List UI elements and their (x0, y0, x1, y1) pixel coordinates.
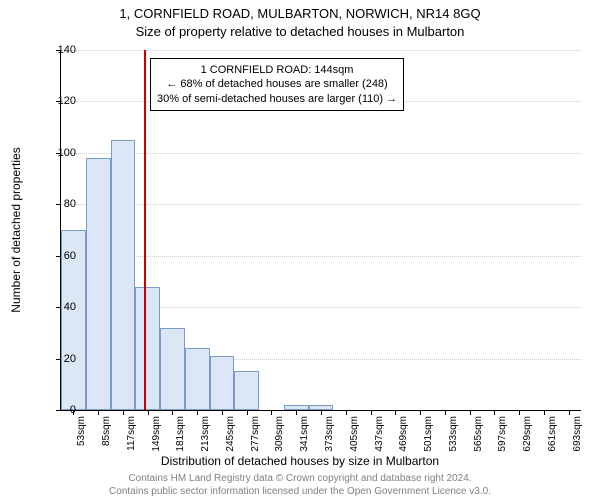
y-axis-label: Number of detached properties (9, 147, 23, 312)
property-marker-line (144, 50, 146, 410)
xtick-label: 213sqm (200, 416, 211, 452)
gridline (61, 50, 581, 51)
xtick-label: 405sqm (349, 416, 360, 452)
xtick-label: 373sqm (324, 416, 335, 452)
xtick-mark (494, 410, 495, 415)
xtick-label: 341sqm (299, 416, 310, 452)
xtick-mark (371, 410, 372, 415)
xtick-label: 85sqm (101, 416, 112, 446)
ytick-label: 20 (46, 353, 76, 365)
xtick-mark (519, 410, 520, 415)
histogram-bar (86, 158, 111, 410)
histogram-bar (135, 287, 160, 410)
annotation-line1: 1 CORNFIELD ROAD: 144sqm (201, 64, 354, 76)
x-axis-label: Distribution of detached houses by size … (0, 454, 600, 468)
xtick-mark (172, 410, 173, 415)
xtick-label: 181sqm (175, 416, 186, 452)
xtick-label: 533sqm (448, 416, 459, 452)
xtick-mark (148, 410, 149, 415)
xtick-mark (321, 410, 322, 415)
xtick-label: 245sqm (225, 416, 236, 452)
footnote-line1: Contains HM Land Registry data © Crown c… (128, 473, 471, 484)
xtick-label: 661sqm (547, 416, 558, 452)
xtick-label: 309sqm (274, 416, 285, 452)
xtick-mark (445, 410, 446, 415)
footnote: Contains HM Land Registry data © Crown c… (0, 472, 600, 498)
histogram-bar (210, 356, 235, 410)
chart-subtitle: Size of property relative to detached ho… (0, 24, 600, 39)
xtick-label: 149sqm (151, 416, 162, 452)
xtick-mark (470, 410, 471, 415)
xtick-label: 437sqm (374, 416, 385, 452)
xtick-label: 629sqm (522, 416, 533, 452)
xtick-label: 565sqm (473, 416, 484, 452)
xtick-label: 469sqm (398, 416, 409, 452)
histogram-bar (111, 140, 136, 410)
gridline (61, 204, 581, 205)
xtick-mark (222, 410, 223, 415)
chart-title: 1, CORNFIELD ROAD, MULBARTON, NORWICH, N… (0, 6, 600, 21)
xtick-label: 277sqm (250, 416, 261, 452)
xtick-mark (395, 410, 396, 415)
xtick-mark (197, 410, 198, 415)
ytick-label: 60 (46, 250, 76, 262)
ytick-label: 120 (46, 95, 76, 107)
histogram-bar (185, 348, 210, 410)
xtick-mark (247, 410, 248, 415)
ytick-label: 0 (46, 404, 76, 416)
xtick-mark (544, 410, 545, 415)
footnote-line2: Contains public sector information licen… (109, 486, 491, 497)
xtick-mark (271, 410, 272, 415)
gridline (61, 256, 581, 257)
xtick-mark (346, 410, 347, 415)
ytick-label: 40 (46, 301, 76, 313)
xtick-mark (569, 410, 570, 415)
annotation-box: 1 CORNFIELD ROAD: 144sqm ← 68% of detache… (150, 58, 404, 111)
ytick-label: 100 (46, 147, 76, 159)
histogram-bar (160, 328, 185, 410)
annotation-line3: 30% of semi-detached houses are larger (… (157, 93, 397, 105)
xtick-mark (98, 410, 99, 415)
ytick-label: 80 (46, 198, 76, 210)
xtick-mark (296, 410, 297, 415)
histogram-bar (234, 371, 259, 410)
chart-container: 1, CORNFIELD ROAD, MULBARTON, NORWICH, N… (0, 0, 600, 500)
xtick-label: 693sqm (572, 416, 583, 452)
ytick-label: 140 (46, 44, 76, 56)
xtick-label: 501sqm (423, 416, 434, 452)
xtick-label: 53sqm (76, 416, 87, 446)
xtick-label: 597sqm (497, 416, 508, 452)
annotation-line2: ← 68% of detached houses are smaller (24… (166, 78, 387, 90)
xtick-mark (123, 410, 124, 415)
xtick-mark (420, 410, 421, 415)
gridline (61, 153, 581, 154)
xtick-label: 117sqm (126, 416, 137, 451)
